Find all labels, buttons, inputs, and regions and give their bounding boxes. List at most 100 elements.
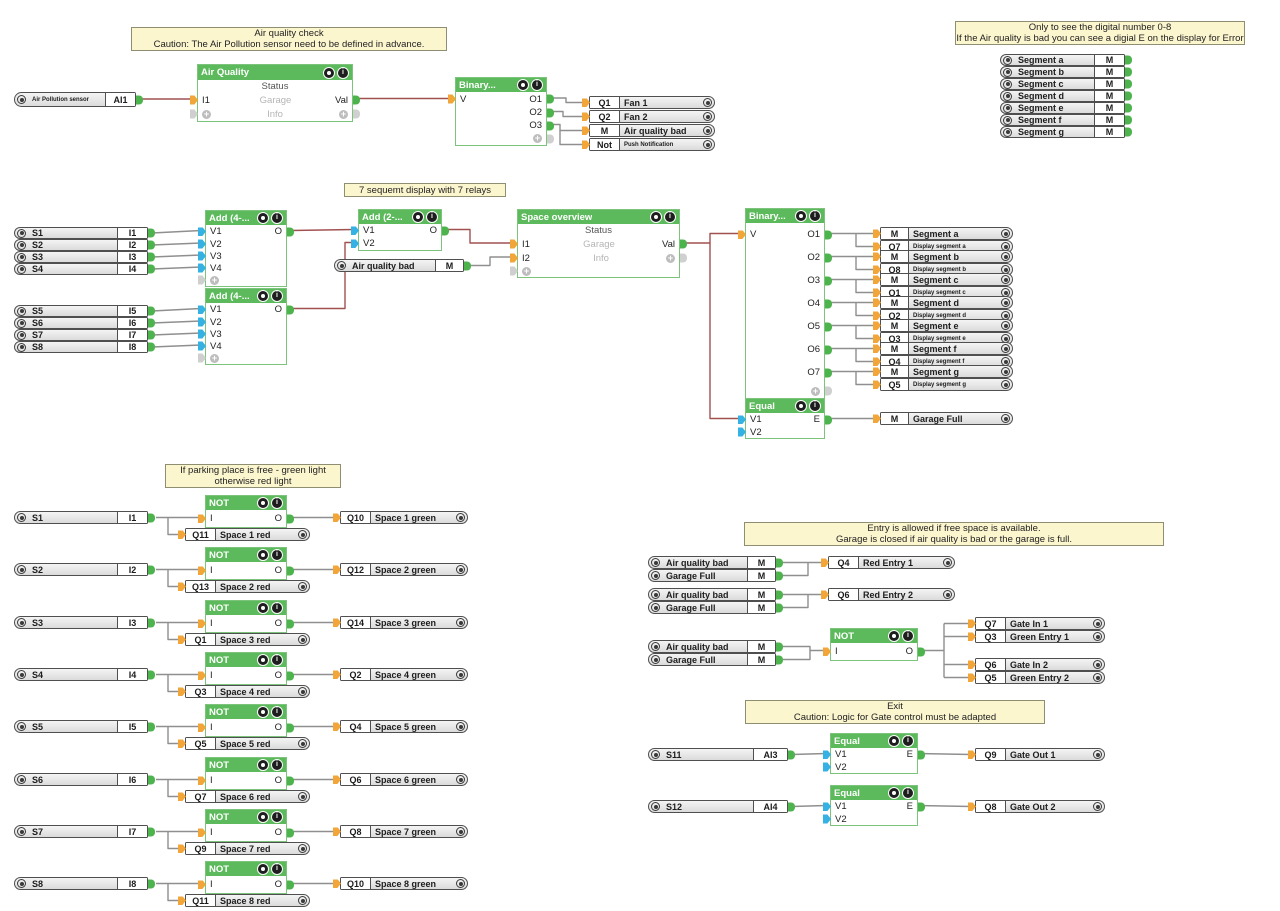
q1-space-3-red[interactable]: Q1 Space 3 red <box>178 633 310 646</box>
s5-park[interactable]: S5 I5 <box>14 720 155 733</box>
gear-icon[interactable] <box>17 252 26 262</box>
output-connector[interactable] <box>825 253 832 262</box>
info-icon[interactable]: i <box>337 66 349 79</box>
output-connector[interactable] <box>825 230 832 239</box>
gear-icon[interactable] <box>298 582 307 591</box>
q8-space-7-green[interactable]: Q8 Space 7 green <box>333 825 468 838</box>
gear-icon[interactable] <box>943 590 952 599</box>
output-connector[interactable] <box>136 95 143 104</box>
add-4-1[interactable]: Add (4-... i V1 O V2 V3 V4 + <box>198 210 294 287</box>
gear-icon[interactable] <box>257 654 269 666</box>
output-connector[interactable] <box>776 571 783 580</box>
q3-space-4-red[interactable]: Q3 Space 4 red <box>178 685 310 698</box>
air-quality-bad-entry1[interactable]: Air quality bad M <box>648 556 783 569</box>
input-connector[interactable] <box>873 298 881 307</box>
q1-fan-1[interactable]: Q1 Fan 1 <box>582 96 715 109</box>
input-connector[interactable] <box>873 344 881 353</box>
gear-icon[interactable] <box>1001 252 1010 261</box>
q10-space-1-green[interactable]: Q10 Space 1 green <box>333 511 468 524</box>
info-icon[interactable]: i <box>426 211 438 223</box>
output-connector[interactable] <box>825 368 832 377</box>
garage-full-gate[interactable]: Garage Full M <box>648 653 783 666</box>
q1-display-segment-c[interactable]: Q1 Display segment c <box>873 286 1013 299</box>
output-connector[interactable] <box>680 239 687 249</box>
s7-add[interactable]: S7 I7 <box>14 329 155 341</box>
input-connector[interactable] <box>738 230 746 239</box>
output-connector[interactable] <box>353 95 360 105</box>
input-connector[interactable] <box>198 671 206 680</box>
gear-icon[interactable] <box>456 670 465 679</box>
q13-space-2-red[interactable]: Q13 Space 2 red <box>178 580 310 593</box>
gear-icon[interactable] <box>1001 321 1010 330</box>
not-space-3[interactable]: NOT i I O <box>198 600 294 633</box>
input-connector[interactable] <box>198 251 206 261</box>
output-connector[interactable] <box>1125 127 1132 137</box>
gear-icon[interactable] <box>298 739 307 748</box>
input-connector[interactable] <box>873 265 881 274</box>
m-segment-c[interactable]: M Segment c <box>873 273 1013 286</box>
output-connector[interactable] <box>1125 67 1132 77</box>
input-connector[interactable] <box>873 288 881 297</box>
gear-icon[interactable] <box>257 759 269 771</box>
input-connector[interactable] <box>198 263 206 273</box>
output-connector[interactable] <box>148 670 155 679</box>
garage-full-entry2[interactable]: Garage Full M <box>648 601 783 614</box>
info-icon[interactable]: i <box>902 787 914 799</box>
q5-display-segment-g[interactable]: Q5 Display segment g <box>873 378 1013 391</box>
input-connector[interactable] <box>873 367 881 376</box>
input-connector[interactable] <box>821 590 829 599</box>
gear-icon[interactable] <box>1001 229 1010 238</box>
info-icon[interactable]: i <box>271 759 283 771</box>
add-port-icon[interactable]: + <box>811 385 820 396</box>
input-connector[interactable] <box>178 844 186 853</box>
gear-icon[interactable] <box>651 603 660 612</box>
output-connector[interactable] <box>148 775 155 784</box>
segment-e-in[interactable]: Segment e M <box>1000 102 1132 114</box>
input-connector[interactable] <box>198 329 206 339</box>
output-connector[interactable] <box>148 318 155 328</box>
gear-icon[interactable] <box>651 558 660 567</box>
output-connector[interactable] <box>287 828 294 837</box>
gear-icon[interactable] <box>651 802 660 811</box>
gear-icon[interactable] <box>456 722 465 731</box>
q14-space-3-green[interactable]: Q14 Space 3 green <box>333 616 468 629</box>
q6-space-6-green[interactable]: Q6 Space 6 green <box>333 773 468 786</box>
segment-d-in[interactable]: Segment d M <box>1000 90 1132 102</box>
s1-park[interactable]: S1 I1 <box>14 511 155 524</box>
input-connector[interactable] <box>333 775 341 784</box>
input-connector[interactable] <box>198 341 206 351</box>
gear-icon[interactable] <box>795 400 807 412</box>
m-segment-a[interactable]: M Segment a <box>873 227 1013 240</box>
info-icon[interactable]: i <box>271 863 283 875</box>
q6-gate-in-2[interactable]: Q6 Gate In 2 <box>968 658 1105 671</box>
add-port-icon[interactable]: + <box>210 274 219 285</box>
s8-add[interactable]: S8 I8 <box>14 341 155 353</box>
gear-icon[interactable] <box>298 844 307 853</box>
info-icon[interactable]: i <box>809 210 821 222</box>
output-connector[interactable] <box>287 566 294 575</box>
input-connector[interactable] <box>823 750 831 759</box>
q10-space-8-green[interactable]: Q10 Space 8 green <box>333 877 468 890</box>
input-connector[interactable] <box>198 514 206 523</box>
input-connector[interactable] <box>190 95 198 105</box>
output-connector[interactable] <box>148 252 155 262</box>
gear-icon[interactable] <box>456 513 465 522</box>
gear-icon[interactable] <box>257 212 269 224</box>
info-icon[interactable]: i <box>271 549 283 561</box>
output-connector[interactable] <box>547 121 554 130</box>
note-exit[interactable]: Exit Caution: Logic for Gate control must… <box>745 700 1045 724</box>
q4-space-5-green[interactable]: Q4 Space 5 green <box>333 720 468 733</box>
gear-icon[interactable] <box>1093 660 1102 669</box>
s3-add[interactable]: S3 I3 <box>14 251 155 263</box>
output-connector[interactable] <box>148 565 155 574</box>
input-connector[interactable] <box>333 670 341 679</box>
gear-icon[interactable] <box>298 792 307 801</box>
gear-icon[interactable] <box>651 750 660 759</box>
gear-icon[interactable] <box>651 590 660 599</box>
gear-icon[interactable] <box>1093 802 1102 811</box>
gear-icon[interactable] <box>1093 619 1102 628</box>
segment-c-in[interactable]: Segment c M <box>1000 78 1132 90</box>
not-entry[interactable]: NOT i I O <box>823 628 925 661</box>
output-connector[interactable] <box>148 827 155 836</box>
info-icon[interactable]: i <box>271 654 283 666</box>
